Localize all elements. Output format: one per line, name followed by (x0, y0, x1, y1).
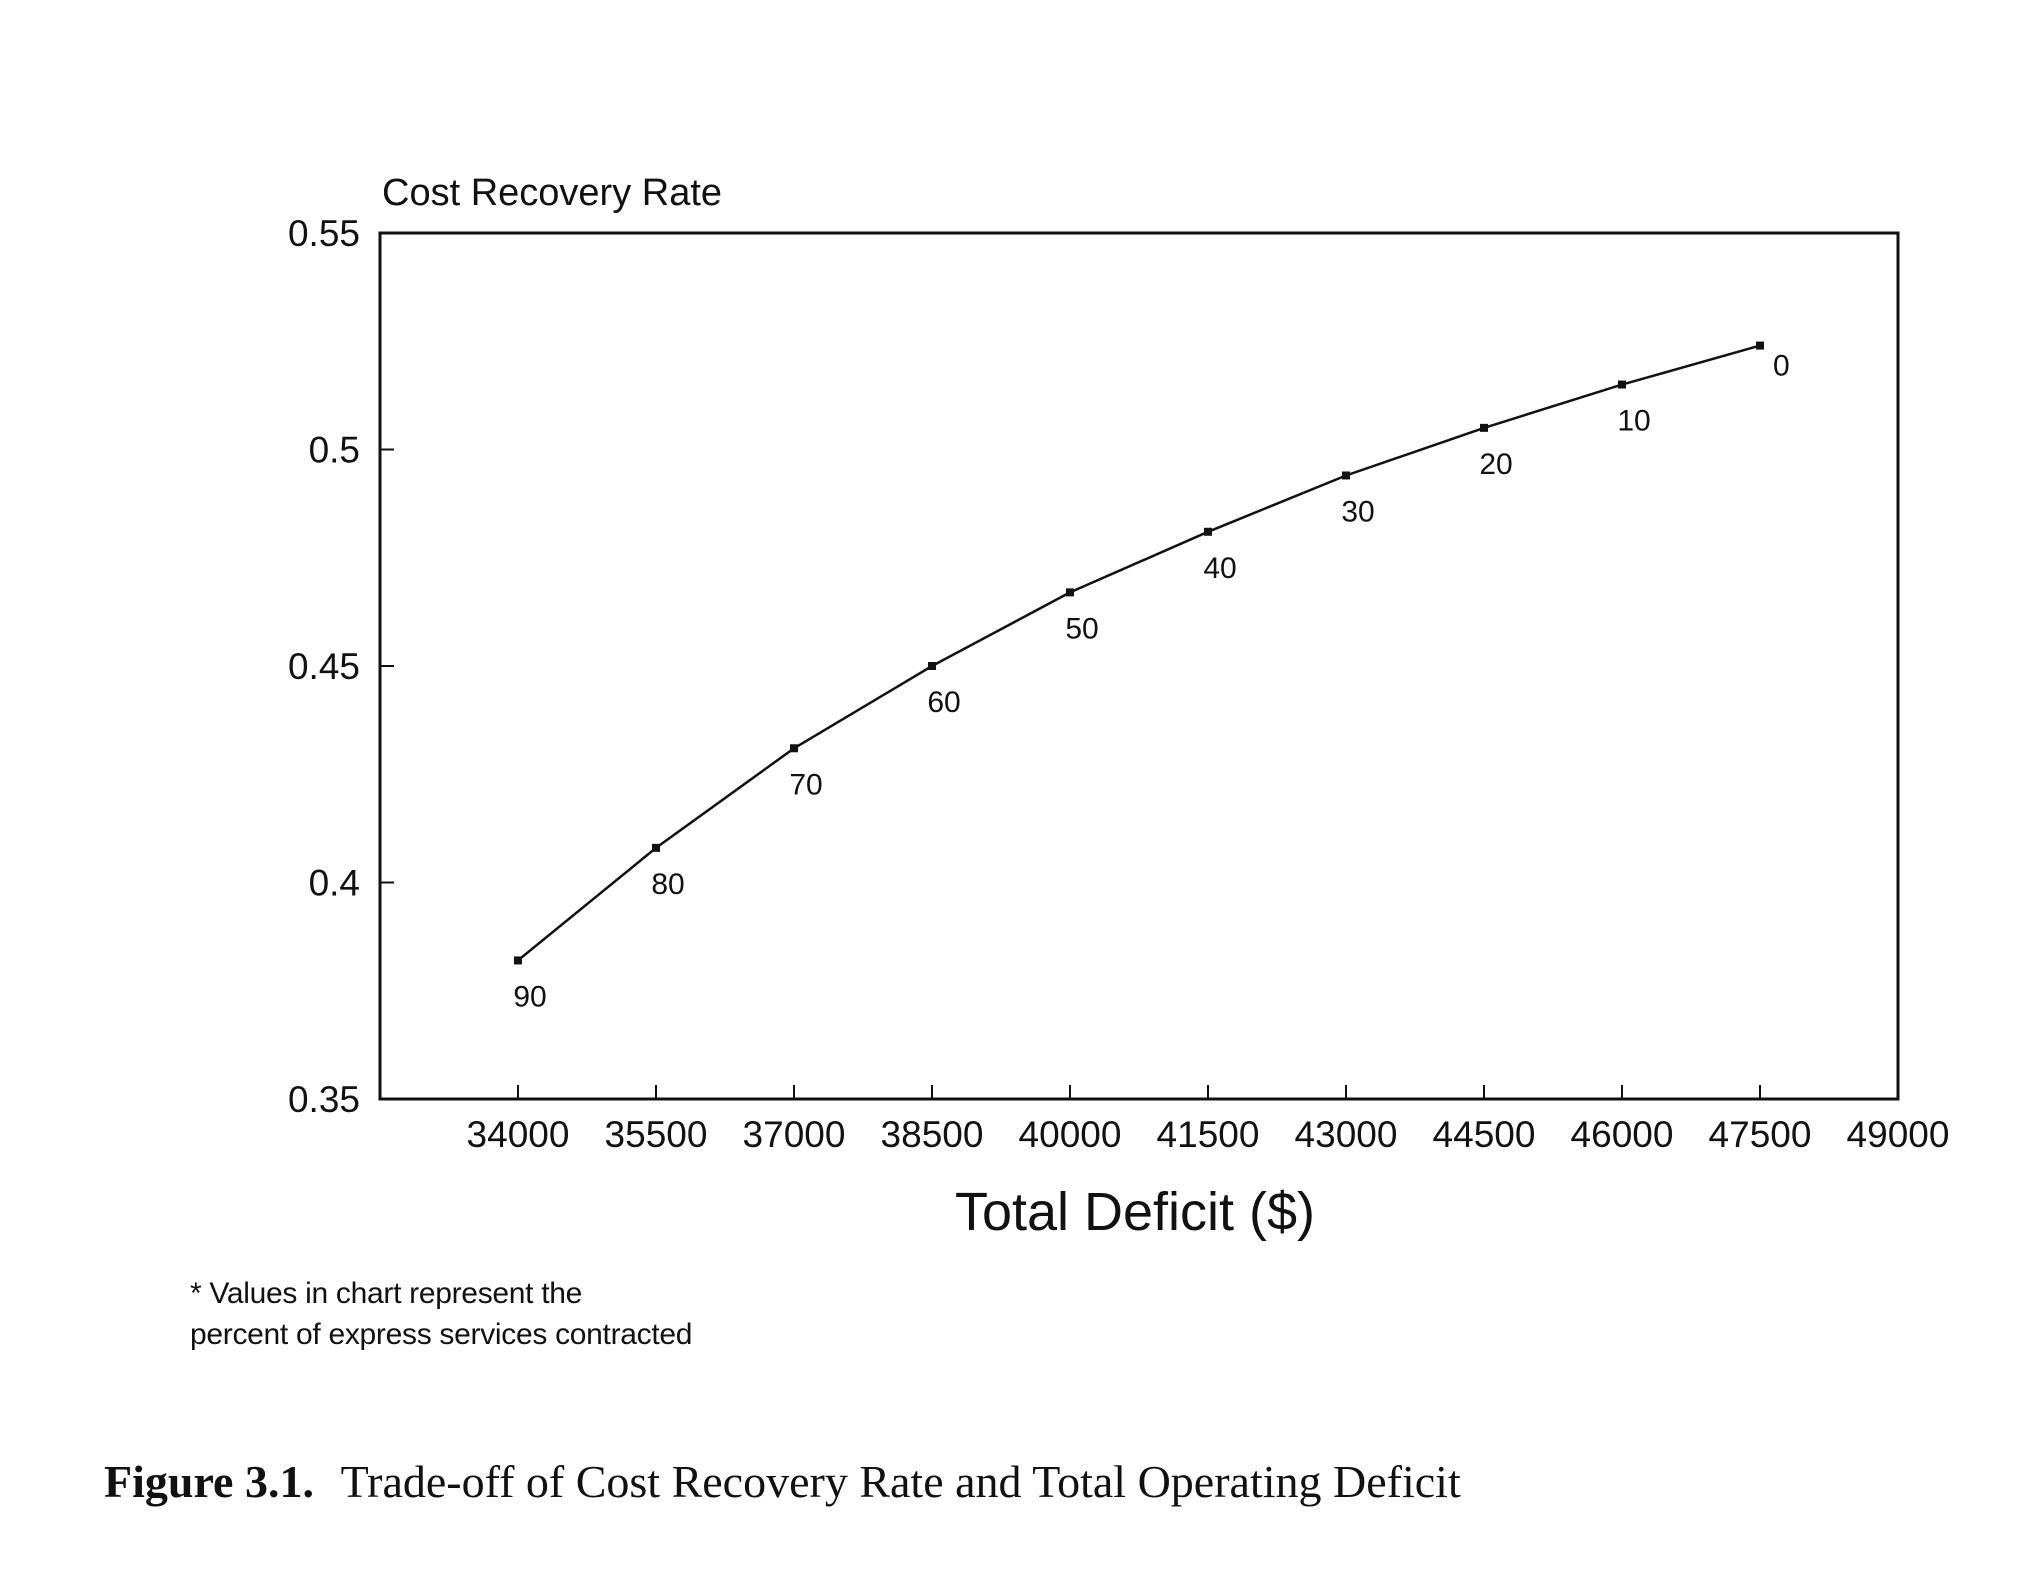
y-axis-label: Cost Recovery Rate (382, 172, 722, 214)
figure-number: Figure 3.1. (104, 1456, 314, 1507)
plot-frame (378, 231, 1900, 1101)
x-tick-label: 49000 (1847, 1114, 1950, 1155)
data-point-label: 30 (1341, 495, 1374, 528)
data-point-label: 70 (789, 768, 822, 801)
x-tick-label: 34000 (467, 1114, 570, 1155)
data-point-label: 20 (1479, 448, 1512, 481)
footnote-line-1: * Values in chart represent the (190, 1277, 583, 1310)
data-point-label: 50 (1065, 612, 1098, 645)
data-point (790, 744, 798, 753)
data-point (928, 662, 936, 670)
y-axis-ticks: 0.35 0.4 0.45 0.5 0.55 (288, 213, 394, 1120)
figure-caption-text: Trade-off of Cost Recovery Rate and Tota… (340, 1456, 1461, 1507)
footnote: * Values in chart represent the percent … (190, 1273, 692, 1355)
series-line (517, 344, 1761, 962)
x-tick-label: 41500 (1157, 1114, 1260, 1155)
data-point-label: 40 (1203, 552, 1236, 585)
data-point (514, 956, 522, 965)
y-tick-label: 0.55 (288, 213, 360, 254)
x-tick-label: 40000 (1019, 1114, 1122, 1155)
x-tick-label: 43000 (1295, 1114, 1398, 1155)
data-point (1342, 471, 1350, 480)
x-tick-label: 47500 (1709, 1114, 1812, 1155)
data-point (1066, 588, 1074, 597)
x-tick-label: 37000 (743, 1114, 846, 1155)
y-tick-label: 0.4 (309, 863, 360, 904)
data-point-label: 60 (927, 686, 960, 719)
data-point (652, 843, 660, 852)
x-tick-label: 44500 (1433, 1114, 1536, 1155)
y-tick-label: 0.45 (288, 646, 360, 687)
data-point (1756, 341, 1764, 350)
data-point-label: 0 (1773, 350, 1790, 383)
y-tick-label: 0.5 (309, 430, 360, 471)
x-tick-label: 35500 (605, 1114, 708, 1155)
x-axis-label: Total Deficit ($) (955, 1182, 1315, 1242)
data-point (1618, 380, 1626, 389)
x-axis-ticks: 34000 35500 37000 38500 40000 41500 43000 44500… (467, 1085, 1950, 1155)
x-tick-label: 38500 (881, 1114, 984, 1155)
data-point-label: 10 (1617, 405, 1650, 438)
footnote-line-2: percent of express services contracted (190, 1318, 693, 1351)
data-point (1204, 527, 1212, 536)
series-group: 90 80 70 60 50 40 30 20 10 0 (513, 341, 1790, 1013)
line-chart: 0.35 0.4 0.45 0.5 0.55 34000 35500 37000 38500 4… (288, 172, 1950, 1242)
x-tick-label: 46000 (1571, 1114, 1674, 1155)
data-point (1480, 423, 1488, 432)
data-point-label: 90 (513, 980, 546, 1013)
figure-caption: Figure 3.1. Trade-off of Cost Recovery R… (104, 1455, 1461, 1508)
data-point-label: 80 (651, 868, 684, 901)
y-tick-label: 0.35 (288, 1079, 360, 1120)
